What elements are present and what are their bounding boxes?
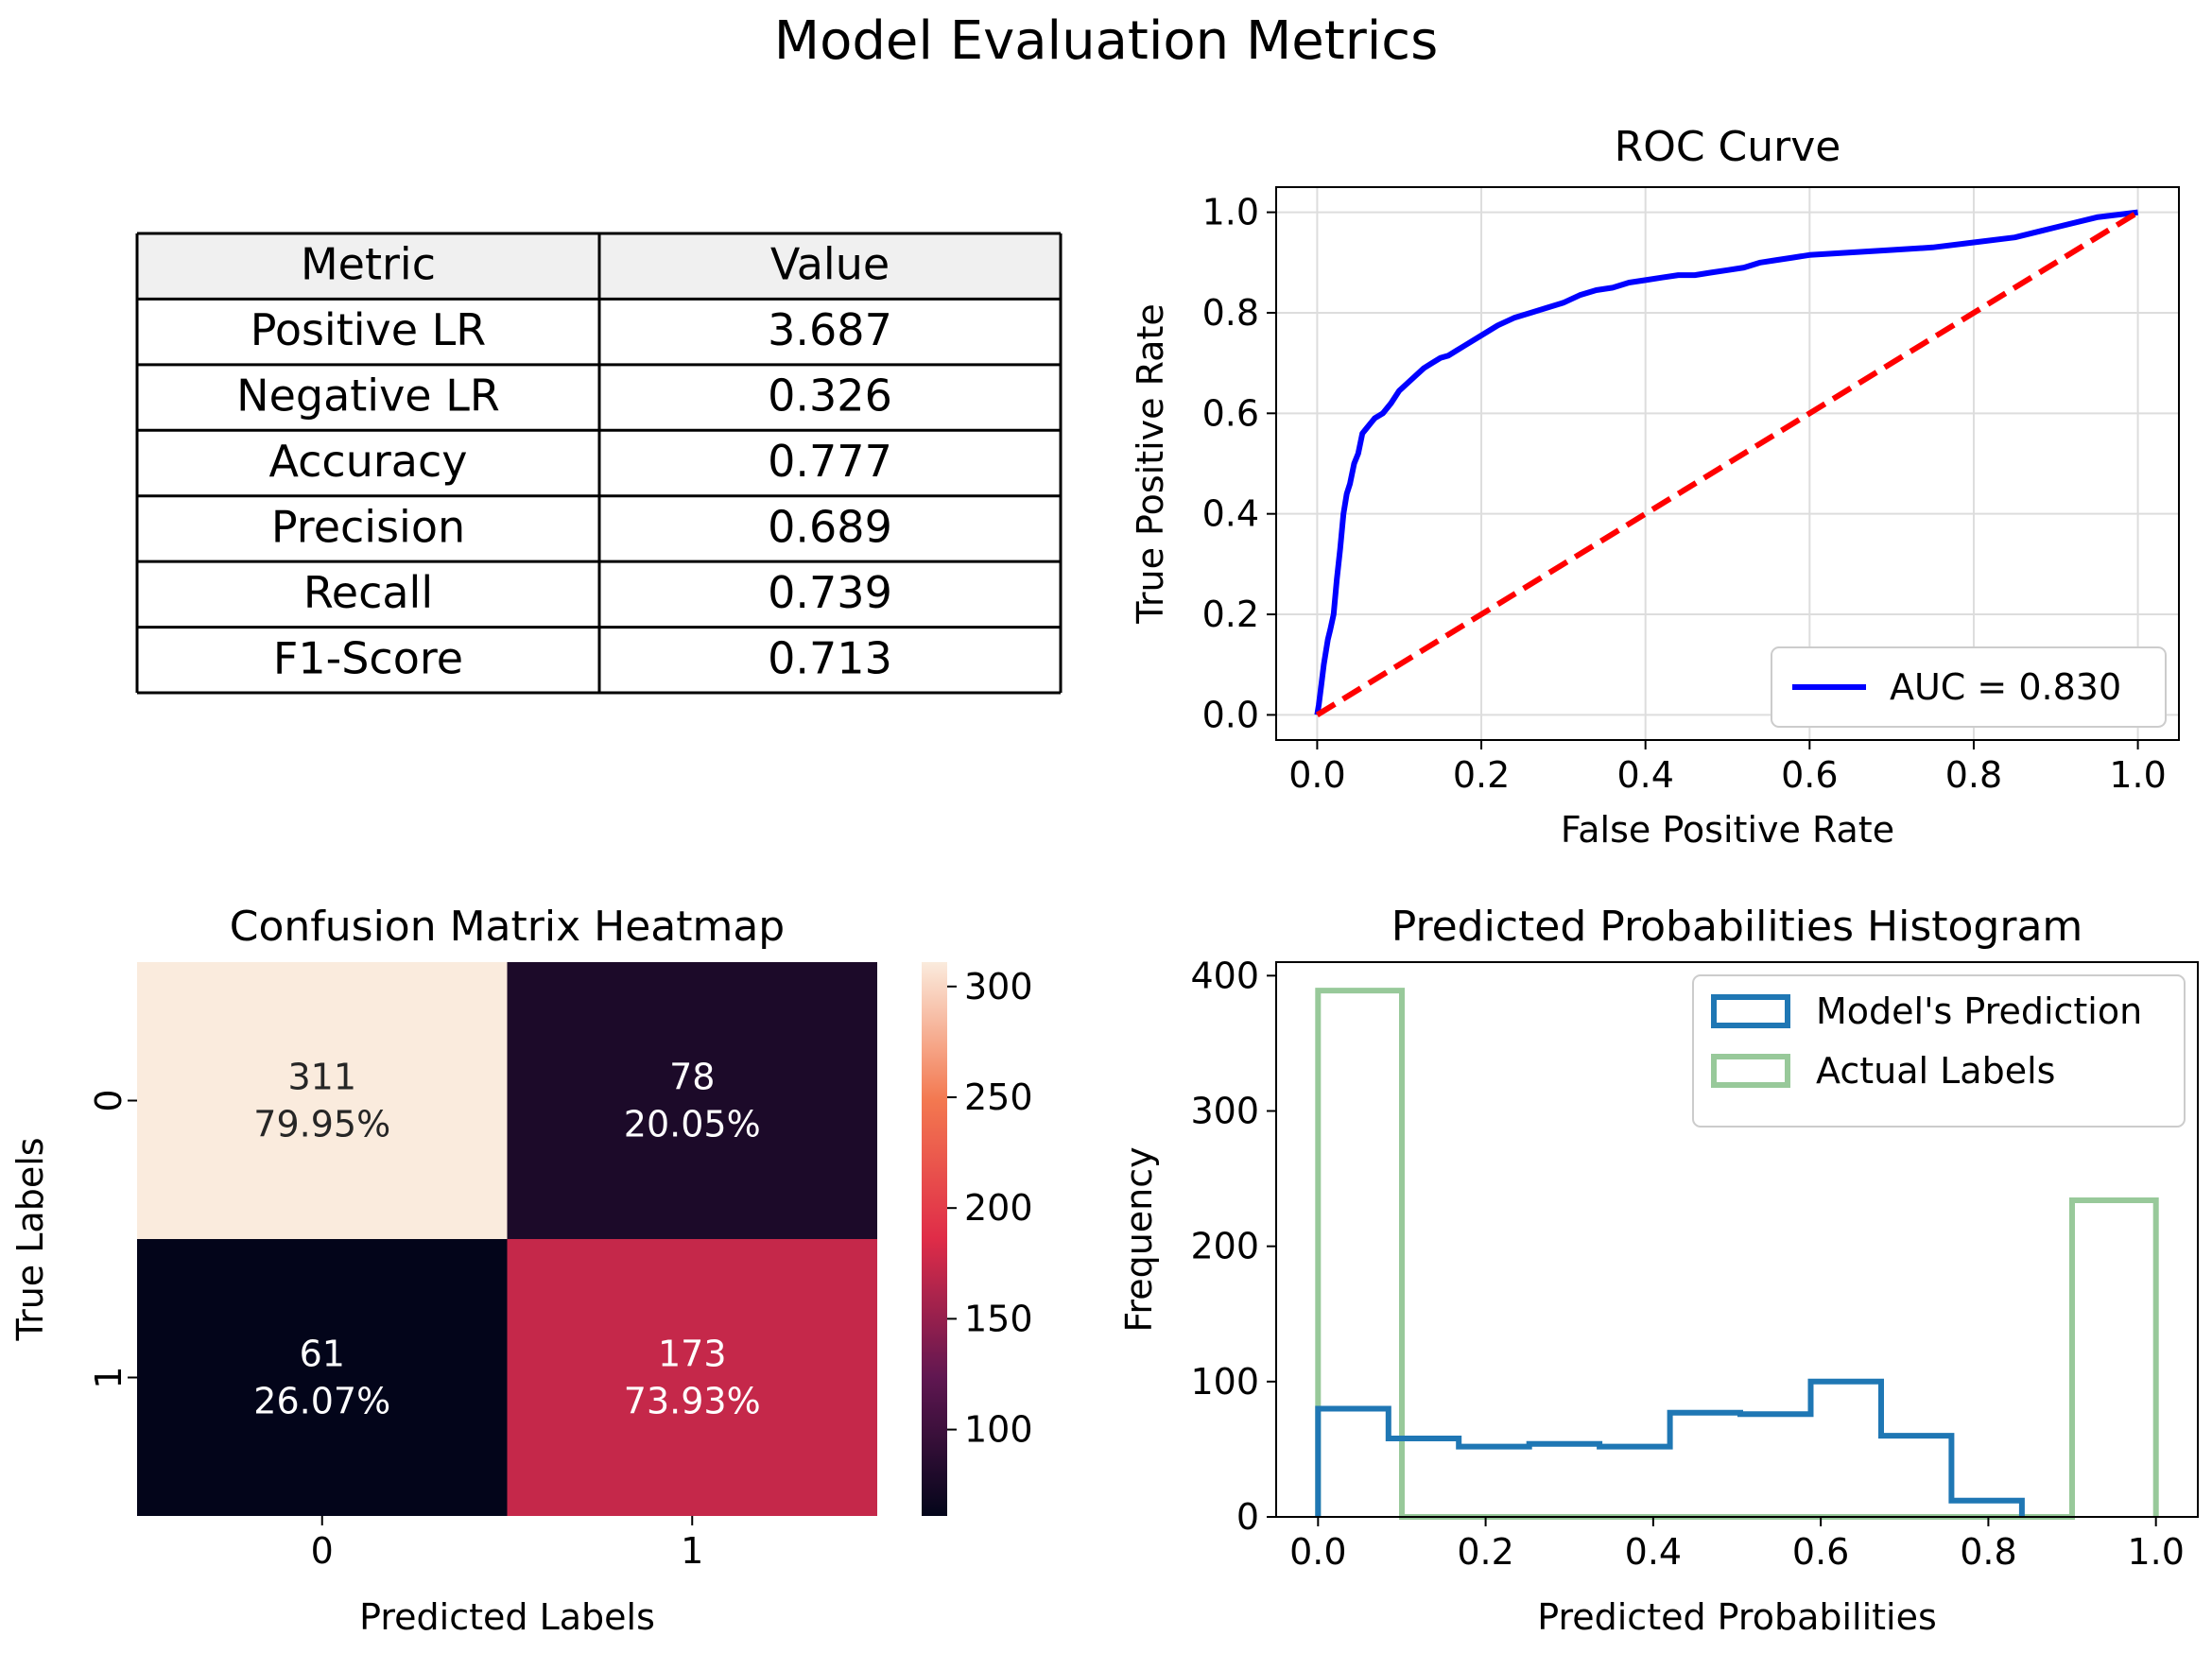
heatmap-y-axis-label: True Labels [9,1137,51,1341]
hist-legend-swatch [1711,994,1790,1028]
roc-y-tick-label: 0.0 [1202,694,1259,735]
colorbar-tick-label: 250 [964,1076,1033,1118]
table-cell: F1-Score [273,632,463,683]
roc-x-tick-label: 0.2 [1453,754,1510,796]
heatmap-x-axis-label: Predicted Labels [359,1596,655,1638]
heatmap-cell [137,962,508,1239]
heatmap-x-tick-label: 0 [311,1530,334,1572]
table-cell: 0.713 [768,632,892,683]
hist-title: Predicted Probabilities Histogram [1391,903,2083,951]
heatmap-cell-label: 78 [669,1057,715,1098]
hist-legend-label: Actual Labels [1816,1050,2055,1092]
roc-x-tick-label: 0.0 [1288,754,1345,796]
table-cell: 0.739 [768,567,892,618]
table-cell: 0.326 [768,370,892,422]
hist-y-axis-label: Frequency [1118,1146,1160,1332]
hist-legend-box [1692,974,2186,1128]
roc-chart: 0.0 0.2 0.4 0.6 0.8 1.0 0.0 0.2 0.4 0.6 0.8 1.0 ROC … [1130,123,2180,851]
heatmap-cell-label: 173 [658,1334,727,1375]
table-cell: Positive LR [251,304,487,355]
roc-x-tick-label: 0.6 [1781,754,1838,796]
hist-y-tick-label: 300 [1190,1090,1259,1131]
hist-y-tick-label: 0 [1236,1496,1259,1538]
heatmap-cell-label: 26.07% [253,1381,390,1422]
heatmap-cell-label: 311 [287,1057,356,1098]
roc-x-tick-label: 0.4 [1616,754,1673,796]
hist-x-tick-label: 1.0 [2127,1531,2184,1573]
hist-y-tick-label: 400 [1190,955,1259,996]
colorbar-tick-label: 200 [964,1187,1033,1229]
roc-y-tick-label: 0.2 [1202,594,1259,635]
hist-x-tick-label: 0.0 [1289,1531,1346,1573]
hist-y-tick-label: 200 [1190,1226,1259,1267]
table-cell: Accuracy [268,436,467,487]
heatmap-y-tick-label: 1 [88,1366,130,1388]
heatmap-x-tick-label: 1 [681,1530,703,1572]
roc-curve-line [1314,209,2138,715]
confusion-matrix-heatmap: 311 79.95% 78 20.05% 61 26.07% 173 73.93% 0 1 0 1 Co… [9,903,1033,1638]
hist-axes-frame [1275,961,2199,1518]
table-cell: 0.689 [768,501,892,552]
colorbar-tick-label: 150 [964,1298,1033,1339]
roc-x-tick-label: 1.0 [2109,754,2166,796]
heatmap-cell-label: 73.93% [624,1381,761,1422]
probability-histogram: 0.0 0.2 0.4 0.6 0.8 1.0 0 100 200 300 400 Predicted… [1118,903,2199,1638]
roc-y-tick-label: 0.6 [1202,392,1259,434]
roc-legend-label: AUC = 0.830 [1890,666,2121,708]
metrics-table: Metric Value Positive LR 3.687 Negative LR 0.… [135,232,1063,695]
heatmap-cell [507,1239,877,1516]
hist-legend: Model's Prediction Actual Labels [1692,974,2186,1128]
colorbar-tick-label: 100 [964,1409,1033,1451]
hist-legend-label: Model's Prediction [1816,990,2142,1032]
table-header-cell: Value [770,239,890,290]
hist-x-tick-label: 0.8 [1960,1531,2016,1573]
hist-x-tick-label: 0.2 [1457,1531,1513,1573]
heatmap-cell-label: 79.95% [253,1104,390,1145]
colorbar [922,962,947,1516]
roc-y-tick-label: 0.8 [1202,292,1259,334]
roc-y-tick-label: 1.0 [1202,192,1259,233]
roc-legend-box [1771,646,2167,728]
hist-x-tick-label: 0.6 [1792,1531,1849,1573]
hist-y-tick-label: 100 [1190,1361,1259,1403]
table-cell: 0.777 [768,436,892,487]
heatmap-cell [507,962,877,1239]
heatmap-cell-label: 20.05% [624,1104,761,1145]
heatmap-cell [137,1239,508,1516]
table-header-cell: Metric [301,239,436,290]
roc-legend: AUC = 0.830 [1771,646,2167,728]
roc-x-tick-label: 0.8 [1945,754,2002,796]
heatmap-title: Confusion Matrix Heatmap [230,903,786,951]
table-cell: 3.687 [768,304,892,355]
table-cell: Negative LR [236,370,500,422]
figure-title: Model Evaluation Metrics [774,10,1439,72]
roc-title: ROC Curve [1615,123,1841,171]
roc-y-tick-label: 0.4 [1202,493,1259,535]
table-cell: Recall [303,567,433,618]
roc-x-axis-label: False Positive Rate [1561,809,1894,851]
roc-y-axis-label: True Positive Rate [1130,303,1171,625]
roc-diagonal-line [1315,210,2140,717]
colorbar-tick-label: 300 [964,966,1033,1007]
hist-x-axis-label: Predicted Probabilities [1537,1596,1937,1638]
hist-model-prediction-step [1315,1378,2025,1517]
hist-legend-swatch [1711,1054,1790,1088]
heatmap-y-tick-label: 0 [88,1089,130,1111]
table-cell: Precision [271,501,465,552]
hist-x-tick-label: 0.4 [1625,1531,1682,1573]
roc-axes-frame [1275,186,2180,741]
heatmap-cell-label: 61 [300,1334,345,1375]
